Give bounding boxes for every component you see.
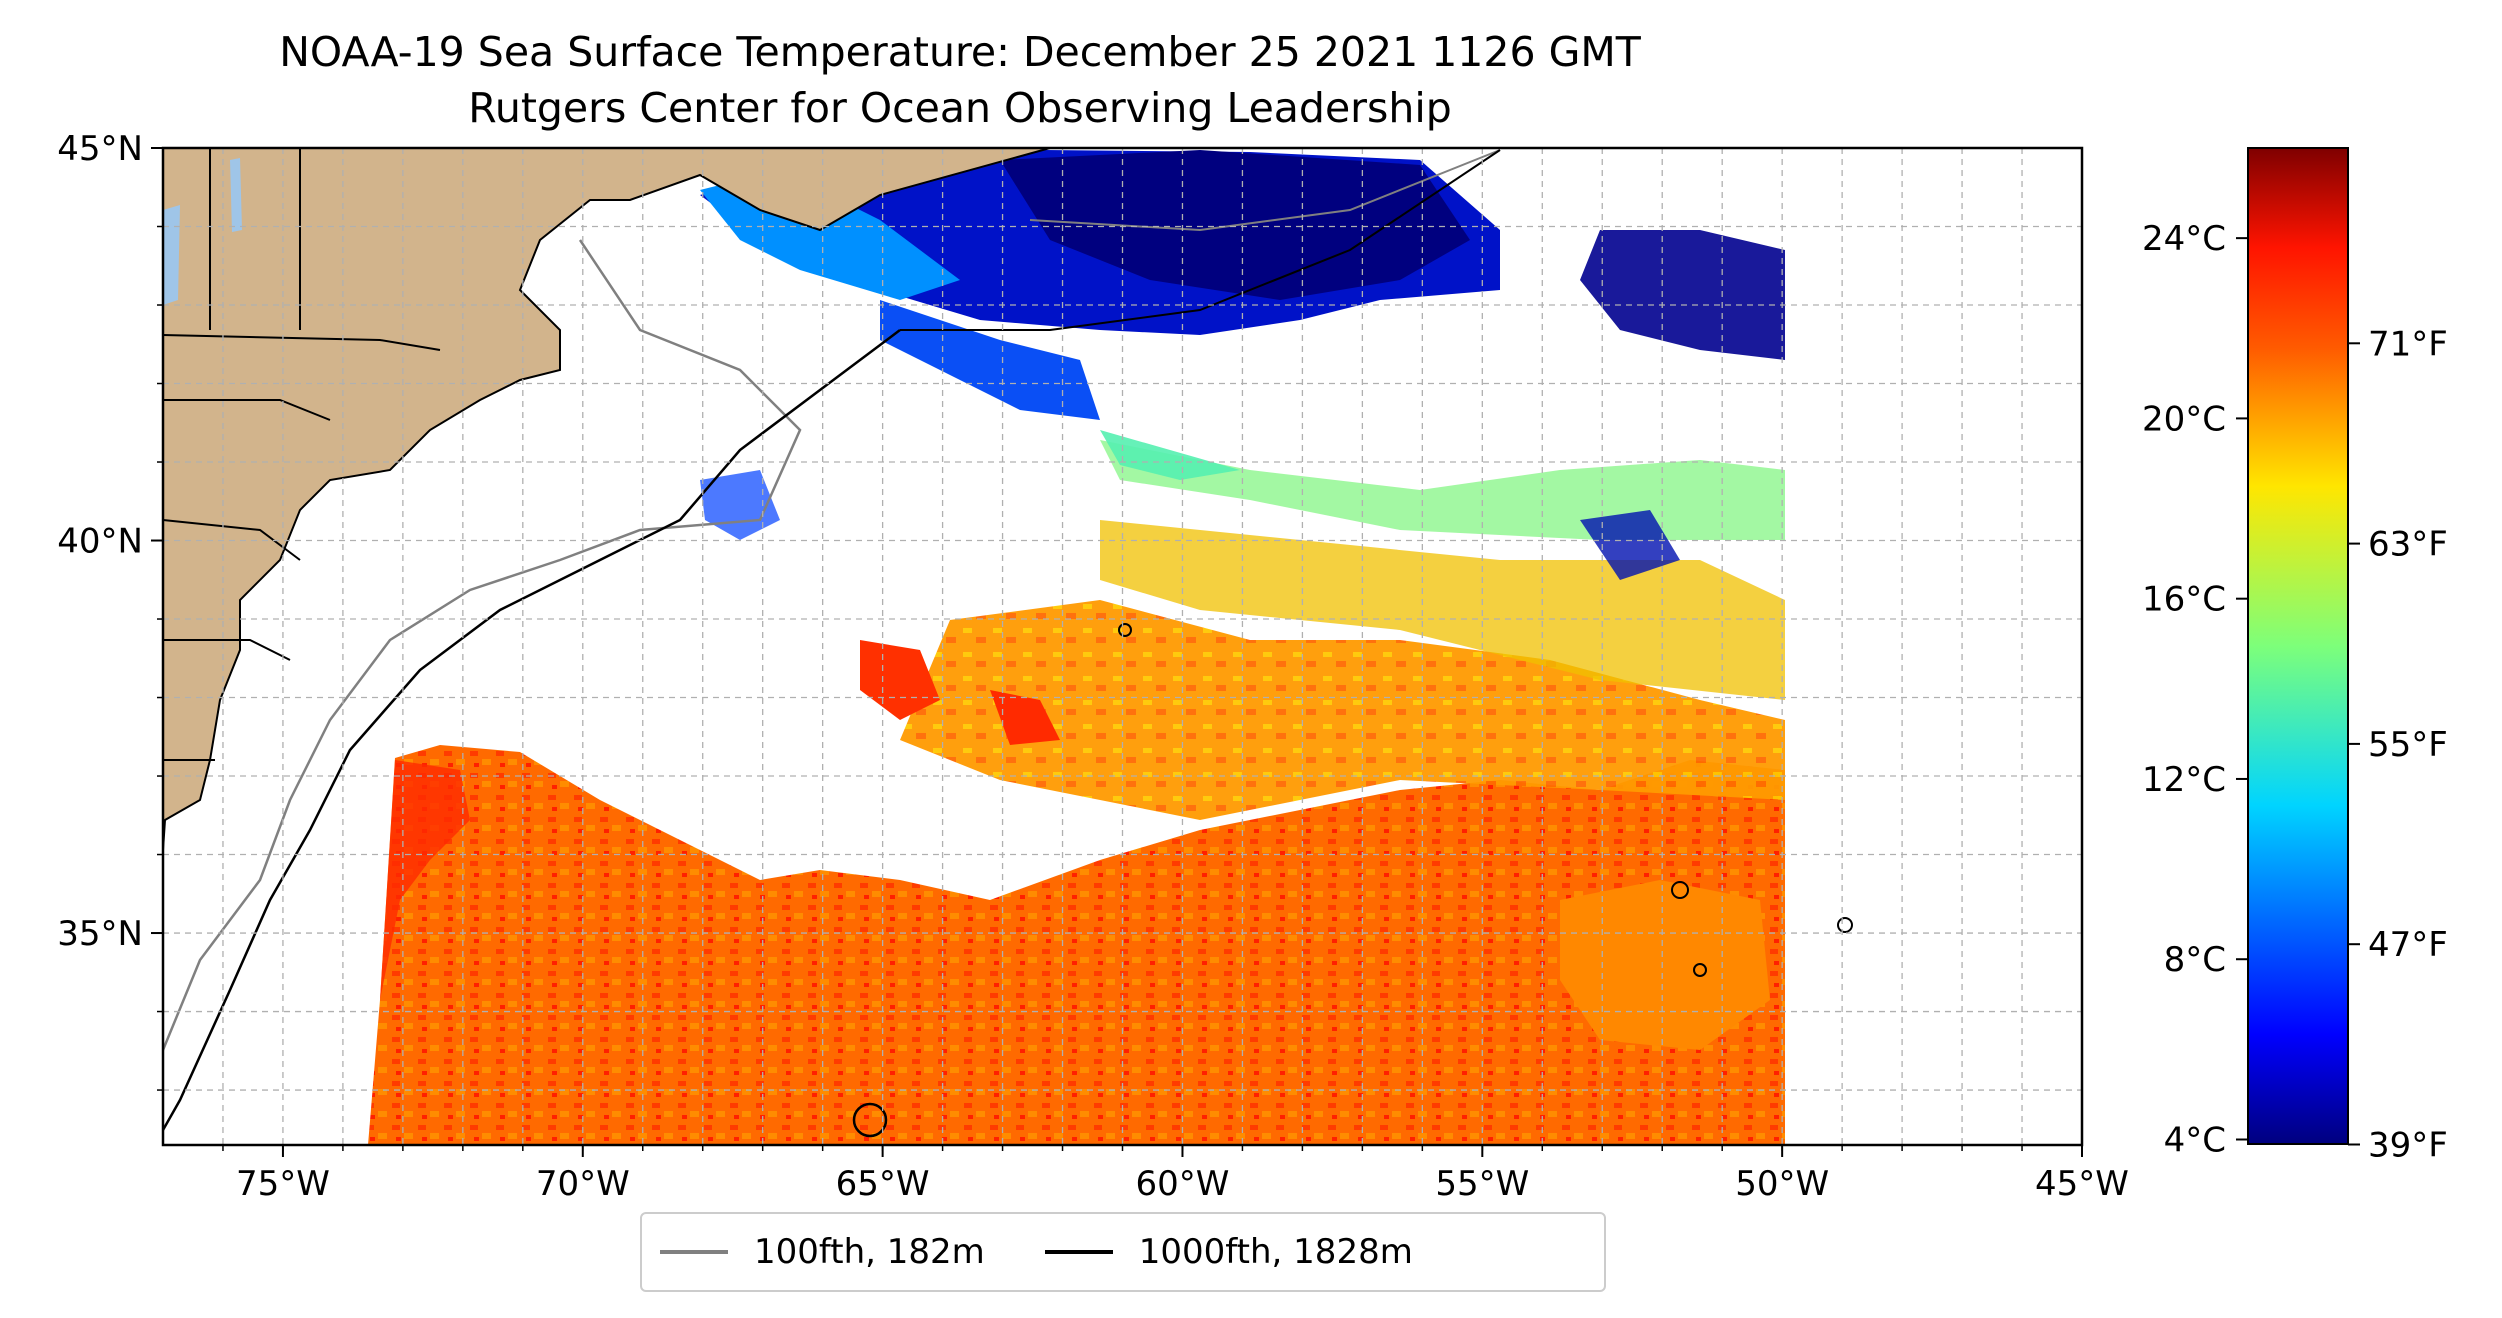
colorbar-fahrenheit-label: 47°F: [2368, 925, 2448, 965]
lon-tick-label: 55°W: [1435, 1164, 1529, 1204]
lon-tick-label: 60°W: [1136, 1164, 1230, 1204]
legend-label-1000fth: 1000fth, 1828m: [1138, 1232, 1413, 1272]
colorbar-celsius-label: 8°C: [2164, 940, 2226, 980]
legend-item-1000fth: 1000fth, 1828m: [1044, 1232, 1413, 1272]
colorbar-celsius-label: 12°C: [2142, 760, 2226, 800]
lon-tick-label: 70°W: [536, 1164, 630, 1204]
colorbar-fahrenheit-label: 55°F: [2368, 725, 2448, 765]
lon-tick-label: 45°W: [2035, 1164, 2129, 1204]
colorbar-fahrenheit-label: 63°F: [2368, 525, 2448, 565]
colorbar: [2247, 147, 2349, 1145]
lon-tick-label: 75°W: [236, 1164, 330, 1204]
map-title: NOAA-19 Sea Surface Temperature: Decembe…: [279, 28, 1641, 76]
lat-tick-label: 40°N: [57, 522, 143, 562]
isobath-100fth: [163, 239, 802, 1051]
colorbar-fahrenheit-label: 39°F: [2368, 1126, 2448, 1166]
lon-tick-label: 50°W: [1735, 1164, 1829, 1204]
colorbar-celsius-label: 24°C: [2142, 219, 2226, 259]
lat-tick-label: 35°N: [57, 914, 143, 954]
legend-swatch-1000fth: [1044, 1250, 1113, 1254]
isobath-1000fth: [163, 329, 901, 1131]
colorbar-celsius-label: 20°C: [2142, 399, 2226, 439]
colorbar-celsius-label: 16°C: [2142, 580, 2226, 620]
colorbar-celsius-label: 4°C: [2164, 1120, 2226, 1160]
coastline-land: [163, 148, 1051, 851]
sst-data-layer: [368, 150, 1785, 1145]
legend-label-100fth: 100fth, 182m: [754, 1232, 985, 1272]
lat-tick-label: 45°N: [57, 129, 143, 169]
legend-swatch-100fth: [660, 1250, 728, 1254]
map-gridlines: [163, 148, 2082, 1145]
colorbar-fahrenheit-label: 71°F: [2368, 324, 2448, 364]
map-subtitle: Rutgers Center for Ocean Observing Leade…: [468, 84, 1452, 132]
legend-item-100fth: 100fth, 182m: [660, 1232, 985, 1272]
legend: 100fth, 182m 1000fth, 1828m: [640, 1212, 1606, 1292]
lon-tick-label: 65°W: [836, 1164, 930, 1204]
